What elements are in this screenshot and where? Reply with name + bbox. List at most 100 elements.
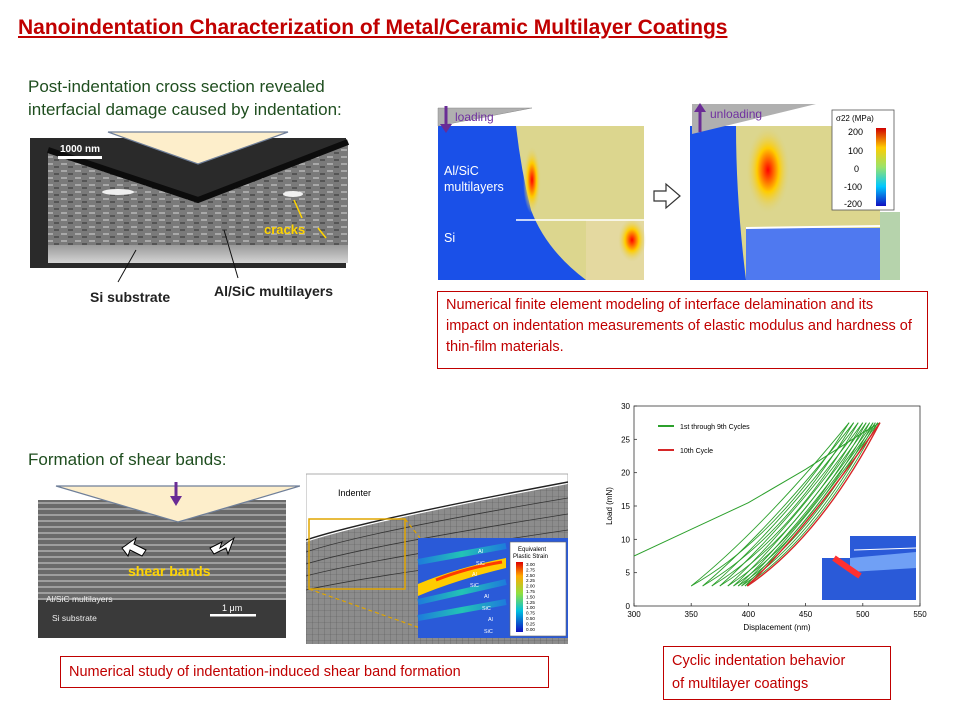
y-tick-label: 25 <box>621 435 630 444</box>
shear-scale-bar <box>210 614 256 617</box>
shear-arrow-right-icon <box>209 536 236 556</box>
loading-label: loading <box>455 110 494 124</box>
cycle-7-reload-line <box>737 422 874 587</box>
crack-left <box>102 189 134 195</box>
colorbar-title: σ22 (MPa) <box>836 114 874 123</box>
shear-scale-bar-label: 1 μm <box>222 603 242 613</box>
y-tick-label: 0 <box>626 602 631 611</box>
scale-bar <box>58 156 102 159</box>
layer-label-8: SiC <box>484 629 493 635</box>
material-label-line1: Al/SiC <box>444 164 479 178</box>
cycle-3-reload-line <box>711 422 859 587</box>
cycle-9-reload-line <box>744 422 879 587</box>
cycle-10-reload-line <box>746 422 881 587</box>
fem-caption-box: Numerical finite element modeling of int… <box>437 291 928 369</box>
colorbar-tick-5: -200 <box>844 199 862 209</box>
strain-legend-value: 1.50 <box>526 594 535 599</box>
strain-legend-value: 1.75 <box>526 589 535 594</box>
legend-label: 10th Cycle <box>680 448 713 455</box>
cycle-8-unload-line <box>741 422 876 587</box>
cycle-1-unload-line <box>690 422 850 587</box>
cycle-4-unload-line <box>719 422 864 587</box>
shear-bands-label: shear bands <box>128 563 211 579</box>
layer-label-2: SiC <box>476 561 485 567</box>
strain-legend-value: 0.50 <box>526 616 535 621</box>
colorbar-tick-3: 0 <box>854 164 859 174</box>
shear-fem-image: Indenter Al SiC Al SiC Al SiC Al SiC Equ… <box>306 473 568 644</box>
x-tick-label: 350 <box>685 610 699 619</box>
strain-legend-values: 3.002.752.502.252.001.751.501.251.000.75… <box>526 562 535 632</box>
scale-bar-label: 1000 nm <box>60 144 100 155</box>
crack-right <box>283 191 303 197</box>
indenter-triangle <box>107 131 289 165</box>
substrate-region <box>48 245 348 263</box>
cycle-5-unload-line <box>727 422 867 587</box>
strain-legend-title-1: Equivalent <box>518 547 546 553</box>
shear-multilayer-label: Al/SiC multilayers <box>46 594 113 604</box>
y-tick-label: 20 <box>621 469 630 478</box>
strain-legend-value: 2.00 <box>526 584 535 589</box>
shear-caption: Formation of shear bands: <box>28 450 227 469</box>
colorbar-tick-2: 100 <box>848 146 863 156</box>
si-label: Si <box>444 231 455 245</box>
y-tick-label: 5 <box>626 569 631 578</box>
cycle-9-unload-line <box>744 422 879 587</box>
x-tick-label: 400 <box>742 610 756 619</box>
y-tick-label: 15 <box>621 502 630 511</box>
unloading-label: unloading <box>710 107 762 121</box>
y-axis-label: Load (mN) <box>605 487 614 525</box>
legend-label: 1st through 9th Cycles <box>680 424 750 431</box>
shear-study-caption-box: Numerical study of indentation-induced s… <box>60 656 549 688</box>
cycle-2-unload-line <box>702 422 855 587</box>
cycle-3-unload-line <box>711 422 859 587</box>
loading-curve <box>633 422 881 557</box>
fem-loading-panel: loading Al/SiC multilayers Si <box>437 106 646 280</box>
strain-legend-value: 1.00 <box>526 605 535 610</box>
layer-label-6: SiC <box>482 606 491 612</box>
strain-legend-value: 0.25 <box>526 621 535 626</box>
multilayer-label: Al/SiC multilayers <box>214 283 333 299</box>
strain-legend-value: 3.00 <box>526 562 535 567</box>
x-tick-label: 300 <box>627 610 641 619</box>
cracks-arrow-1 <box>293 199 303 219</box>
layer-label-1: Al <box>478 549 483 555</box>
layer-label-7: Al <box>488 617 493 623</box>
chart-inset-image <box>822 536 917 600</box>
strain-legend-value: 2.75 <box>526 567 535 572</box>
indenter-label: Indenter <box>338 488 371 498</box>
y-tick-label: 10 <box>621 535 630 544</box>
cyclic-load-chart: 300 350 400 450 500 550 0 5 10 15 20 25 30 Displaceme… <box>605 402 927 632</box>
cracks-label: cracks <box>264 222 305 237</box>
shear-sem-image: shear bands Al/SiC multilayers Si substr… <box>38 478 300 638</box>
cross-section-caption-line2: interfacial damage caused by indentation… <box>28 100 342 119</box>
substrate-pointer <box>117 249 137 283</box>
shear-substrate-label: Si substrate <box>52 613 97 623</box>
strain-legend-value: 2.50 <box>526 573 535 578</box>
layer-label-4: SiC <box>470 583 479 589</box>
zoom-region-box <box>308 518 406 590</box>
shear-indenter-triangle <box>55 485 300 523</box>
cycle-7-unload-line <box>737 422 874 587</box>
strain-legend-value: 1.25 <box>526 600 535 605</box>
colorbar-tick-1: 200 <box>848 127 863 137</box>
material-label-line2: multilayers <box>444 180 504 194</box>
cycle-6-unload-line <box>733 422 871 587</box>
layer-label-3: Al <box>472 572 477 578</box>
x-axis-label: Displacement (nm) <box>743 623 810 632</box>
colorbar-tick-4: -100 <box>844 182 862 192</box>
shear-arrow-left-icon <box>121 536 147 558</box>
y-tick-label: 30 <box>621 402 630 411</box>
strain-legend-title-2: Plastic Strain <box>513 554 548 560</box>
fem-figure: loading Al/SiC multilayers Si unloading … <box>437 103 900 280</box>
layer-label-5: Al <box>484 594 489 600</box>
chart-series <box>633 422 881 587</box>
multilayer-region <box>48 142 348 245</box>
cyclic-caption-box: Cyclic indentation behavior of multilaye… <box>663 646 891 700</box>
substrate-label: Si substrate <box>90 289 170 305</box>
cyclic-caption-line1: Cyclic indentation behavior <box>672 653 846 669</box>
fem-colorbar: σ22 (MPa) 200 100 0 -100 -200 <box>831 109 895 211</box>
strain-legend-value: 0.75 <box>526 611 535 616</box>
strain-legend-value: 0.00 <box>526 627 535 632</box>
cross-section-caption: Post-indentation cross section revealed … <box>28 75 342 121</box>
page-title: Nanoindentation Characterization of Meta… <box>18 16 728 39</box>
